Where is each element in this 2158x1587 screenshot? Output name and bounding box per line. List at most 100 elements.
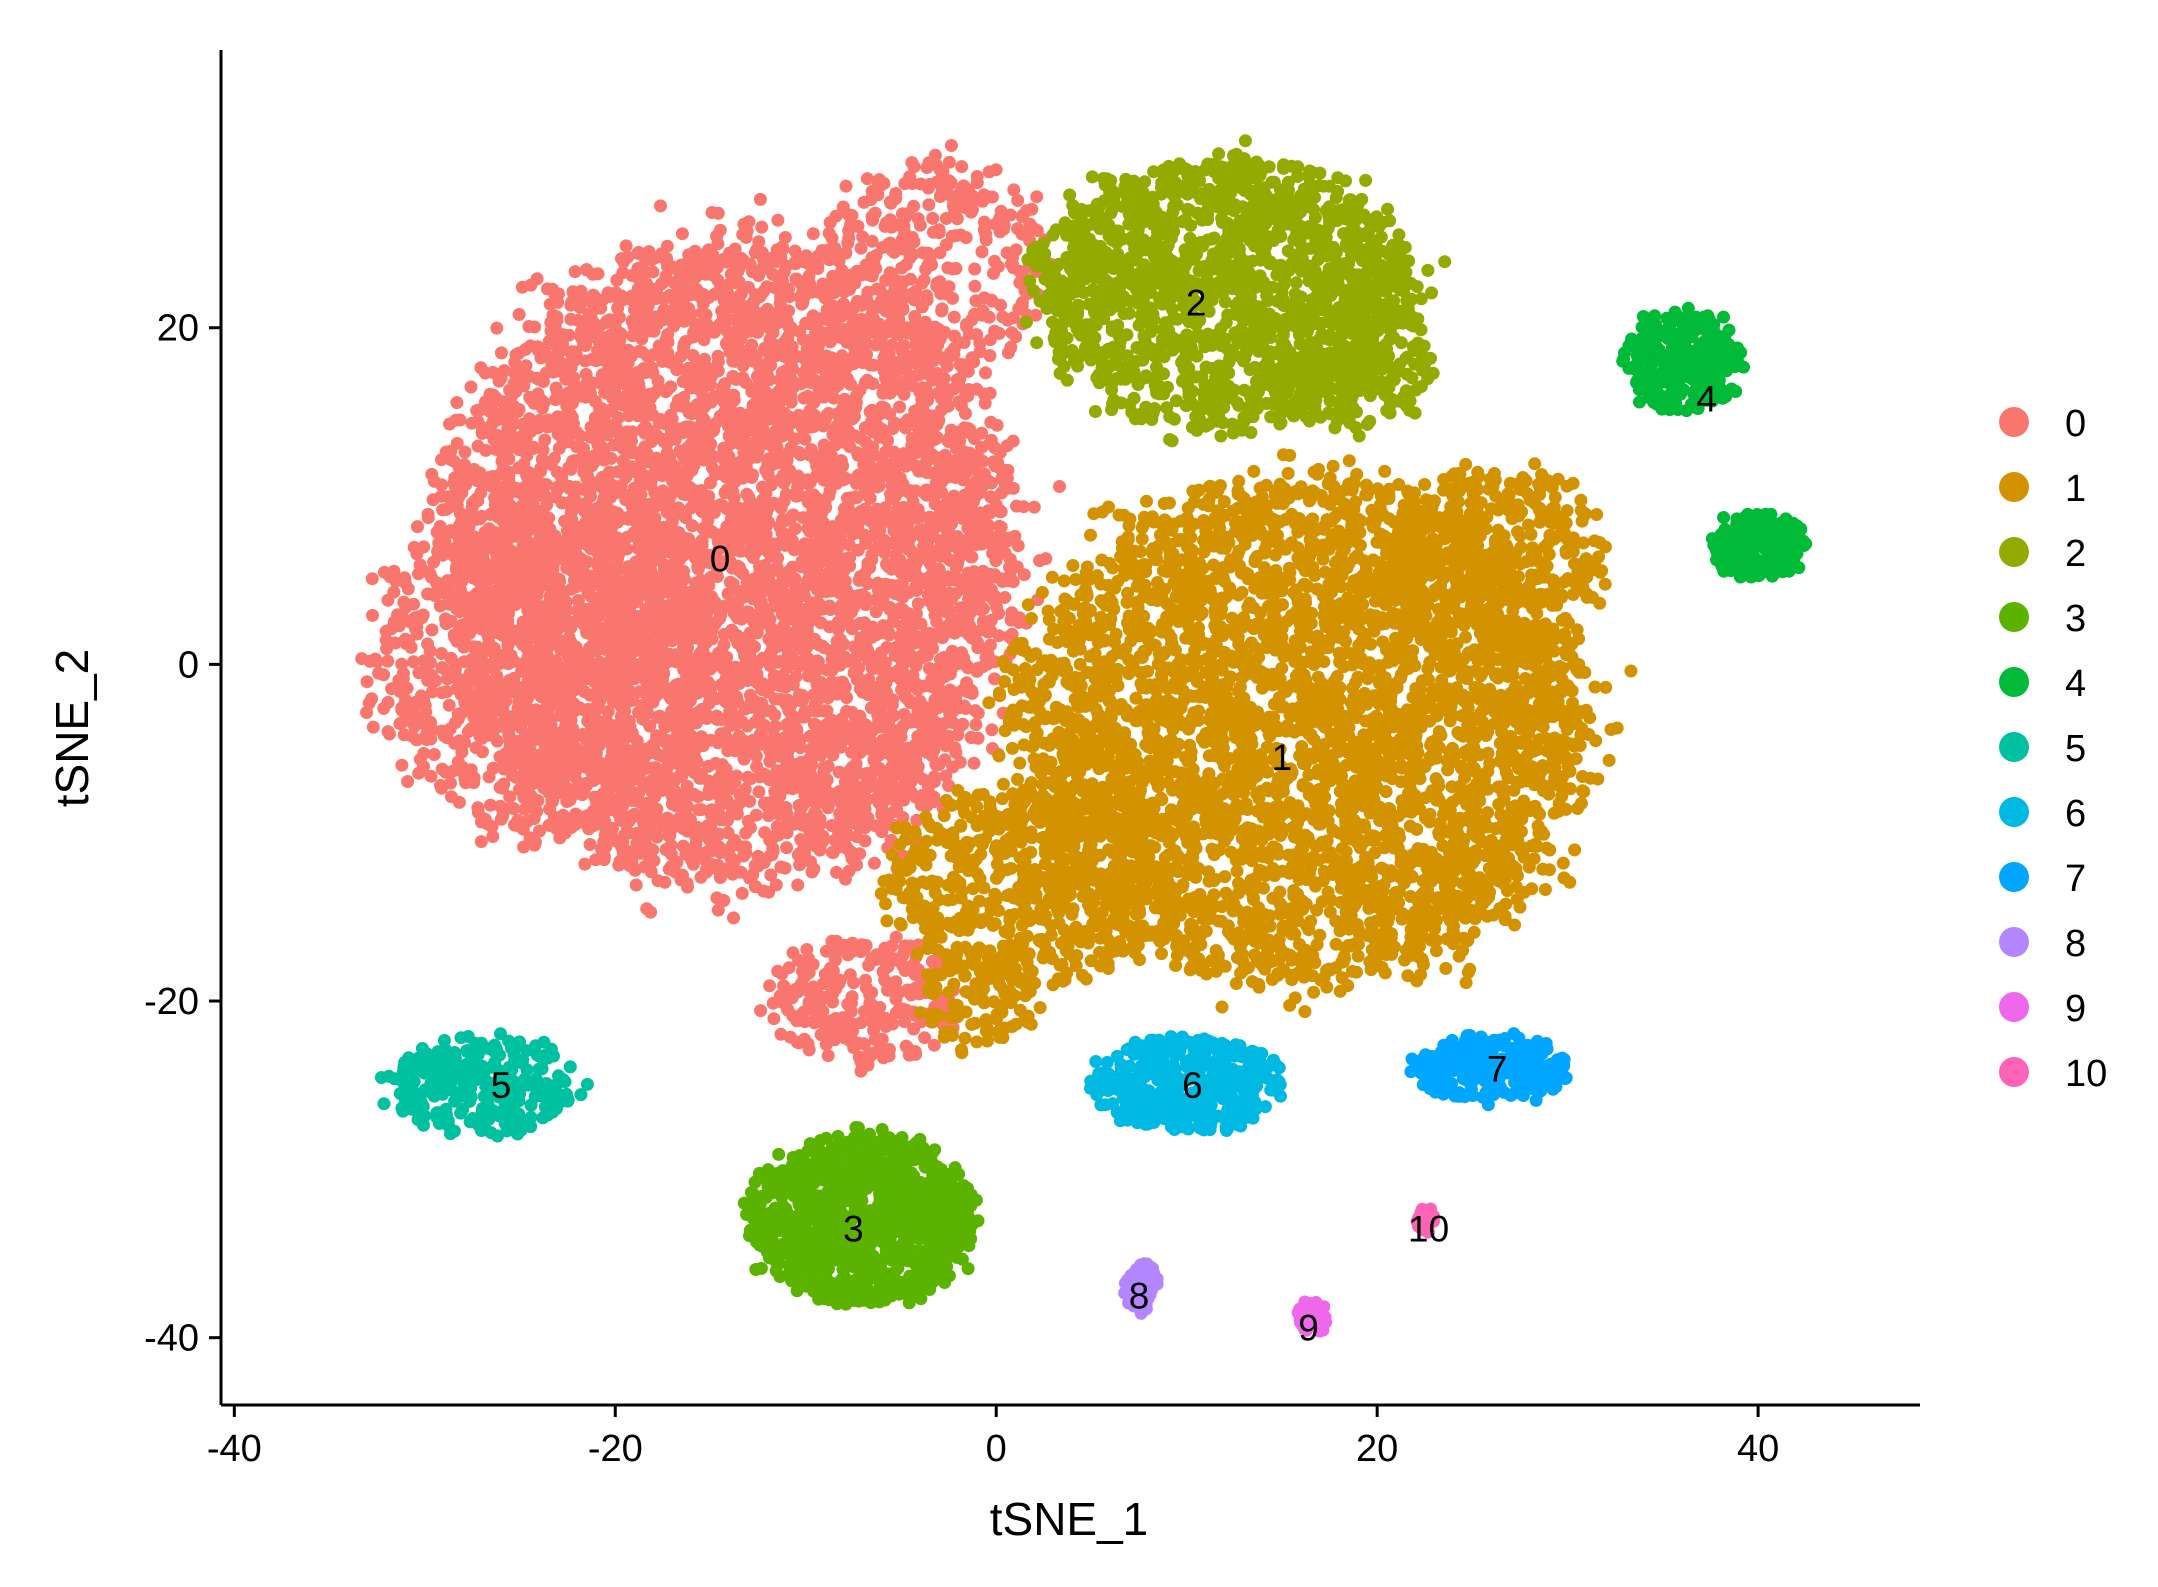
point <box>945 644 959 658</box>
point <box>750 670 764 684</box>
point <box>764 704 778 718</box>
point <box>1039 552 1053 566</box>
point <box>834 796 848 810</box>
point <box>644 497 658 511</box>
point <box>715 713 729 726</box>
point <box>1000 439 1014 453</box>
point <box>464 380 478 394</box>
point <box>562 328 576 342</box>
point <box>592 319 606 333</box>
point <box>983 386 997 400</box>
point <box>612 326 626 340</box>
point <box>779 528 793 542</box>
point <box>644 905 658 919</box>
point <box>734 590 748 604</box>
point <box>763 333 777 347</box>
point <box>883 670 897 683</box>
point <box>696 364 710 378</box>
point <box>896 603 910 617</box>
point <box>1053 480 1066 493</box>
point <box>894 723 908 737</box>
point <box>608 357 622 371</box>
point <box>717 252 731 266</box>
point <box>658 417 672 431</box>
point <box>732 295 746 309</box>
point <box>523 339 537 353</box>
point <box>751 325 765 339</box>
point <box>784 470 798 484</box>
point <box>840 414 854 428</box>
point <box>906 668 920 682</box>
point <box>769 878 783 892</box>
point <box>952 540 966 554</box>
point <box>965 550 979 564</box>
point <box>726 469 740 483</box>
point <box>875 825 889 839</box>
point <box>863 358 877 372</box>
point <box>700 377 714 391</box>
point <box>879 445 893 459</box>
point <box>845 745 859 759</box>
point <box>687 788 701 802</box>
point <box>753 560 766 574</box>
point <box>930 716 944 730</box>
point <box>698 676 712 690</box>
point <box>619 370 632 384</box>
point <box>751 857 764 871</box>
point <box>777 731 791 745</box>
point <box>497 364 511 378</box>
point <box>623 826 636 840</box>
point <box>832 765 846 779</box>
point <box>583 838 597 851</box>
point <box>779 697 793 711</box>
point <box>988 441 1002 455</box>
point <box>546 282 559 296</box>
point <box>875 807 889 821</box>
point <box>861 577 875 590</box>
point <box>658 781 672 795</box>
point <box>575 291 589 305</box>
point <box>801 669 815 683</box>
point <box>538 433 552 447</box>
point <box>711 355 725 369</box>
point <box>619 239 633 253</box>
point <box>801 389 815 403</box>
point <box>810 689 823 703</box>
point <box>799 249 813 263</box>
series-0-points <box>355 139 1066 1078</box>
point <box>690 831 704 845</box>
point <box>669 399 683 413</box>
point <box>938 467 952 481</box>
point <box>785 413 799 427</box>
point <box>967 522 981 536</box>
point <box>659 274 673 287</box>
point <box>775 392 789 406</box>
point <box>691 541 705 555</box>
point <box>515 280 529 294</box>
point <box>778 231 792 244</box>
point <box>739 826 753 840</box>
point <box>796 422 810 436</box>
point <box>870 282 884 296</box>
point <box>743 257 757 271</box>
point <box>681 800 694 814</box>
point <box>966 511 980 524</box>
point <box>835 598 849 612</box>
point <box>830 865 843 879</box>
point <box>629 878 643 892</box>
point <box>597 853 611 867</box>
point <box>704 437 718 451</box>
point <box>435 478 449 492</box>
point <box>801 513 815 527</box>
point <box>961 611 975 625</box>
point <box>956 361 969 375</box>
point <box>544 316 558 329</box>
scatter-points <box>355 134 1813 1338</box>
point <box>867 856 881 870</box>
point <box>624 810 638 823</box>
point <box>411 520 424 534</box>
point <box>846 720 860 734</box>
point <box>789 257 803 271</box>
point <box>920 488 934 502</box>
point <box>704 395 718 409</box>
